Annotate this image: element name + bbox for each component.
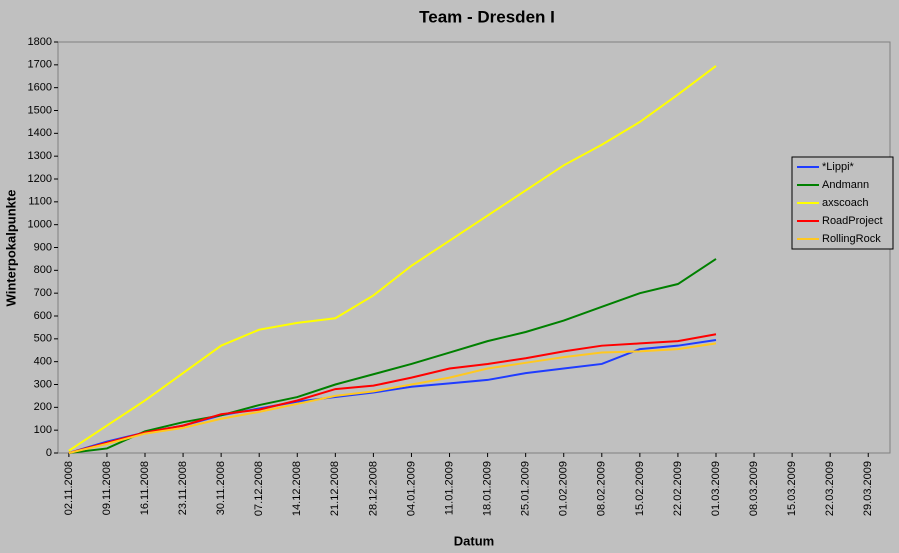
x-tick-label: 08.02.2009 [596,461,608,516]
x-tick-label: 01.03.2009 [710,461,722,516]
y-tick-label: 1200 [28,173,52,185]
line [68,65,717,452]
x-tick-label: 23.11.2008 [177,461,189,515]
y-tick-label: 800 [34,264,52,276]
y-tick-label: 1400 [28,127,52,139]
x-tick-label: 01.02.2009 [558,461,570,516]
y-tick-label: 1700 [28,59,52,71]
x-tick-label: 04.01.2009 [405,461,417,516]
chart-title: Team - Dresden I [419,7,555,26]
y-tick-label: 1800 [28,36,52,48]
y-tick-label: 200 [34,401,52,413]
y-tick-label: 500 [34,333,52,345]
x-tick-label: 11.01.2009 [443,461,455,515]
line [68,258,717,454]
x-tick-label: 30.11.2008 [215,461,227,515]
legend-label: Andmann [822,179,869,191]
x-tick-label: 14.12.2008 [291,461,303,516]
y-tick-label: 1100 [28,196,52,208]
x-tick-label: 21.12.2008 [329,461,341,516]
x-tick-label: 29.03.2009 [862,461,874,516]
x-tick-label: 08.03.2009 [748,461,760,516]
y-axis-title: Winterpokalpunkte [3,190,18,307]
y-tick-label: 600 [34,310,52,322]
line [68,342,717,454]
legend-label: axscoach [822,197,868,209]
y-tick-label: 700 [34,287,52,299]
x-tick-label: 22.03.2009 [824,461,836,516]
y-tick-label: 400 [34,356,52,368]
y-tick-label: 0 [46,447,52,459]
y-tick-label: 900 [34,241,52,253]
plot-area [57,41,891,454]
legend-label: RollingRock [822,233,881,245]
y-tick-label: 300 [34,378,52,390]
x-tick-label: 18.01.2009 [482,461,494,516]
y-tick-label: 1000 [28,219,52,231]
line [68,333,717,454]
x-tick-label: 22.02.2009 [672,461,684,516]
x-tick-label: 28.12.2008 [367,461,379,516]
y-tick-label: 100 [34,424,52,436]
x-tick-label: 15.02.2009 [634,461,646,516]
x-tick-label: 02.11.2008 [63,461,75,515]
x-axis-title: Datum [454,533,494,548]
x-tick-label: 09.11.2008 [101,461,113,515]
x-tick-label: 15.03.2009 [786,461,798,516]
x-tick-label: 07.12.2008 [253,461,265,516]
y-tick-label: 1600 [28,82,52,94]
legend-label: *Lippi* [822,161,855,173]
x-tick-label: 25.01.2009 [520,461,532,516]
y-tick-label: 1500 [28,104,52,116]
legend-label: RoadProject [822,215,883,227]
y-tick-label: 1300 [28,150,52,162]
x-tick-label: 16.11.2008 [139,461,151,515]
